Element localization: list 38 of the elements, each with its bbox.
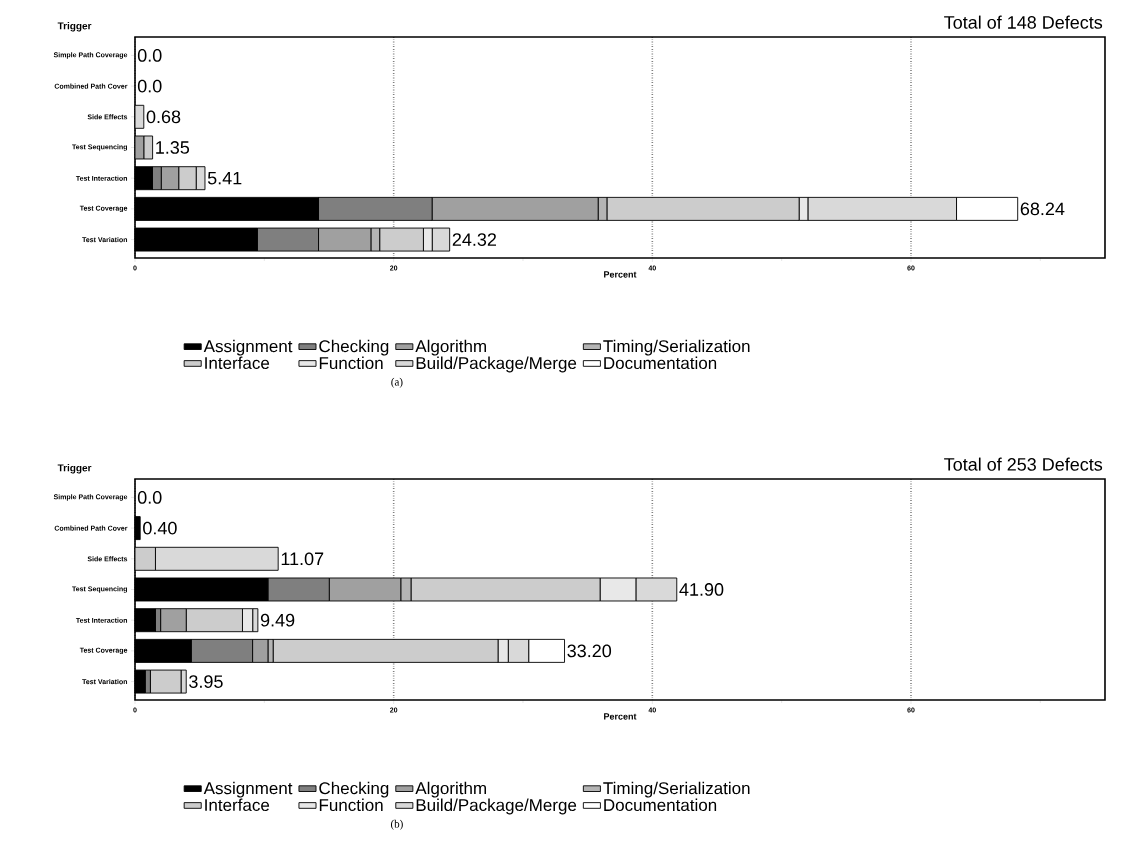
total-label: 41.90 bbox=[679, 583, 724, 596]
text: (a) bbox=[391, 377, 403, 388]
legend-label: Documentation bbox=[604, 356, 717, 370]
text: (b) bbox=[390, 819, 403, 830]
total-label: 0.0 bbox=[137, 491, 162, 504]
legend-label: Interface bbox=[205, 798, 270, 812]
legend-label: Documentation bbox=[604, 798, 717, 812]
legend-label: Interface bbox=[205, 356, 270, 370]
total-label: 9.49 bbox=[260, 613, 295, 627]
legend-label: Timing/Serialization bbox=[603, 339, 750, 356]
legend-label: Checking bbox=[319, 339, 389, 356]
legend-label: Checking bbox=[319, 781, 389, 798]
legend-label: Build/Package/Merge bbox=[416, 356, 577, 373]
total-label: 1.35 bbox=[156, 141, 190, 154]
legend-label: Function bbox=[319, 356, 383, 370]
total-label: 0.40 bbox=[143, 521, 177, 535]
legend-label: Function bbox=[319, 798, 383, 812]
chart-title: Total of 148 Defects bbox=[944, 15, 1103, 29]
total-label: 11.07 bbox=[281, 552, 324, 566]
legend-label: Assignment bbox=[203, 339, 293, 356]
total-label: 24.32 bbox=[452, 233, 497, 246]
total-label: 0.0 bbox=[137, 79, 162, 93]
chart-title: Total of 253 Defects bbox=[944, 457, 1103, 471]
total-label: 0.68 bbox=[146, 110, 181, 124]
x-axis-title: Percent bbox=[604, 271, 637, 278]
x-axis-title: Percent bbox=[604, 713, 637, 720]
legend-label: Assignment bbox=[203, 781, 293, 798]
total-label: 0.0 bbox=[137, 49, 162, 62]
total-label: 33.20 bbox=[567, 644, 612, 658]
total-label: 3.95 bbox=[189, 675, 223, 688]
legend-label: Algorithm bbox=[415, 339, 486, 356]
total-label: 5.41 bbox=[207, 171, 242, 185]
legend-label: Algorithm bbox=[415, 781, 486, 798]
y-axis-title: Trigger bbox=[57, 22, 92, 32]
total-label: 68.24 bbox=[1020, 202, 1065, 216]
legend-label: Build/Package/Merge bbox=[416, 798, 577, 815]
y-axis-title: Trigger bbox=[57, 464, 92, 474]
legend-label: Timing/Serialization bbox=[603, 781, 750, 798]
